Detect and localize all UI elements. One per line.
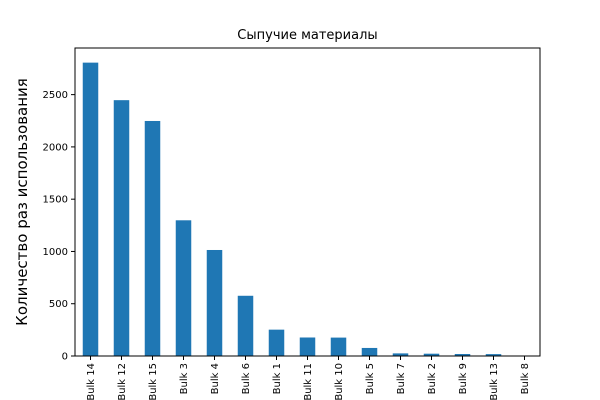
bar-bulk-14 (82, 62, 99, 357)
x-tick-label: Bulk 13 (489, 363, 500, 400)
bar-bulk-3 (175, 220, 192, 356)
y-tick-label: 1500 (43, 195, 68, 206)
bar-bulk-11 (299, 337, 316, 356)
y-tick-label: 2500 (43, 90, 68, 101)
x-tick-label: Bulk 6 (241, 363, 252, 394)
x-tick-label: Bulk 5 (365, 363, 376, 394)
bar-bulk-7 (392, 353, 409, 356)
y-axis: 0 500 1000 1500 2000 2500 (43, 90, 75, 363)
x-tick-label: Bulk 4 (210, 363, 221, 394)
plot-frame (74, 47, 541, 357)
bar-bulk-6 (237, 295, 254, 356)
y-tick-label: 0 (62, 352, 68, 363)
y-axis-label: Количество раз использования (13, 78, 31, 326)
bar-bulk-13 (485, 354, 502, 356)
x-tick-label: Bulk 3 (179, 363, 190, 394)
x-tick-label: Bulk 7 (396, 363, 407, 394)
x-tick-label: Bulk 9 (458, 363, 469, 394)
bar-bulk-15 (144, 120, 161, 356)
y-tick-label: 500 (49, 299, 68, 310)
bar-bulk-1 (268, 329, 285, 356)
x-tick-label: Bulk 12 (117, 363, 128, 400)
x-tick-label: Bulk 10 (334, 363, 345, 400)
x-axis: Bulk 14 Bulk 12 Bulk 15 Bulk 3 Bulk 4 Bulk 6 B… (86, 356, 531, 400)
bars-group (82, 62, 533, 357)
bar-bulk-12 (113, 100, 130, 356)
y-tick-label: 1000 (43, 247, 68, 258)
bar-bulk-10 (330, 337, 347, 356)
bar-bulk-5 (361, 347, 378, 356)
y-tick-label: 2000 (43, 142, 68, 153)
x-tick-label: Bulk 15 (148, 363, 159, 400)
x-tick-label: Bulk 2 (427, 363, 438, 394)
x-tick-label: Bulk 8 (520, 363, 531, 394)
x-tick-label: Bulk 14 (86, 363, 97, 400)
bar-bulk-9 (454, 354, 471, 356)
bar-bulk-4 (206, 249, 223, 356)
chart-title: Сыпучие материалы (237, 28, 377, 43)
bar-bulk-2 (423, 353, 440, 356)
x-tick-label: Bulk 11 (303, 363, 314, 400)
x-tick-label: Bulk 1 (272, 363, 283, 394)
